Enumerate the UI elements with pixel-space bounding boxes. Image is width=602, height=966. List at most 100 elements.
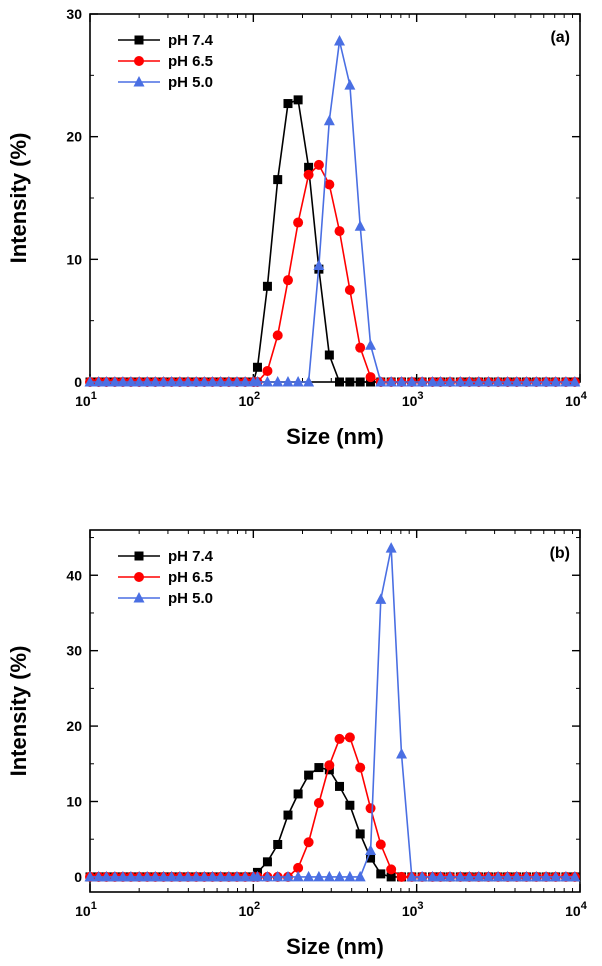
data-point-ph-7-4 xyxy=(335,377,345,387)
data-point-ph-7-4 xyxy=(355,829,365,839)
data-point-ph-5-0 xyxy=(502,376,514,387)
x-tick-exponent: 1 xyxy=(91,390,97,402)
data-point-ph-6-5 xyxy=(303,169,314,180)
data-point-ph-5-0 xyxy=(231,870,243,882)
x-tick-label: 101 xyxy=(75,390,97,409)
data-point-ph-5-0 xyxy=(344,870,356,882)
data-point-ph-5-0 xyxy=(344,79,356,90)
data-point-ph-7-4 xyxy=(314,763,324,773)
data-point-ph-5-0 xyxy=(334,34,346,46)
y-tick-label: 10 xyxy=(66,251,82,267)
data-point-ph-5-0 xyxy=(174,376,186,387)
data-point-ph-7-4 xyxy=(345,800,355,810)
data-point-ph-5-0 xyxy=(182,376,194,387)
data-point-ph-7-4 xyxy=(283,810,293,820)
data-point-ph-5-0 xyxy=(166,376,178,387)
data-point-ph-7-4 xyxy=(293,789,303,799)
data-point-ph-5-0 xyxy=(530,870,542,882)
x-axis-title: Size (nm) xyxy=(286,424,384,449)
legend-marker-ph-7-4 xyxy=(134,35,144,45)
data-point-ph-7-4 xyxy=(376,869,386,879)
panel-a-frame xyxy=(89,13,581,383)
data-point-ph-5-0 xyxy=(365,844,377,856)
y-tick-label: 30 xyxy=(66,643,82,659)
x-tick-exponent: 4 xyxy=(581,900,588,912)
x-tick-label: 103 xyxy=(402,390,424,409)
data-point-ph-5-0 xyxy=(511,870,523,882)
x-tick-label: 104 xyxy=(565,390,588,409)
data-point-ph-5-0 xyxy=(463,376,475,387)
data-point-ph-7-4 xyxy=(293,95,303,105)
x-tick-label: 102 xyxy=(238,900,260,919)
data-point-ph-5-0 xyxy=(141,376,153,387)
data-point-ph-5-0 xyxy=(198,870,210,882)
data-point-ph-5-0 xyxy=(303,376,315,387)
data-point-ph-5-0 xyxy=(406,870,418,882)
data-point-ph-6-5 xyxy=(272,330,283,341)
data-point-ph-5-0 xyxy=(540,376,552,387)
x-tick-exponent: 1 xyxy=(91,900,97,912)
data-point-ph-5-0 xyxy=(149,376,161,387)
data-point-ph-5-0 xyxy=(454,376,466,387)
series-line-ph-7-4 xyxy=(90,98,575,383)
y-axis-title: Intensity (%) xyxy=(6,646,31,777)
data-point-ph-5-0 xyxy=(416,376,428,387)
legend-label-ph-7-4: pH 7.4 xyxy=(168,548,214,565)
legend-marker-ph-7-4 xyxy=(134,551,144,561)
data-point-ph-5-0 xyxy=(396,376,408,387)
legend-label-ph-5-0: pH 5.0 xyxy=(168,74,213,91)
data-point-ph-6-5 xyxy=(344,285,355,295)
data-point-ph-5-0 xyxy=(520,870,532,882)
y-tick-label: 20 xyxy=(66,129,82,145)
data-point-ph-5-0 xyxy=(375,376,387,387)
data-point-ph-5-0 xyxy=(406,376,418,387)
legend-marker-ph-5-0 xyxy=(133,76,145,87)
legend-label-ph-7-4: pH 7.4 xyxy=(168,32,214,49)
data-point-ph-5-0 xyxy=(272,870,284,882)
data-point-ph-5-0 xyxy=(492,870,504,882)
x-tick-base: 10 xyxy=(565,903,581,919)
x-tick-base: 10 xyxy=(402,903,418,919)
data-point-ph-5-0 xyxy=(492,376,504,387)
data-point-ph-5-0 xyxy=(223,376,235,387)
data-point-ph-5-0 xyxy=(149,870,161,882)
panel-b-frame xyxy=(89,529,581,893)
legend: pH 7.4 pH 6.5 pH 5.0 xyxy=(118,548,214,607)
x-tick-exponent: 2 xyxy=(254,390,260,402)
legend: pH 7.4 pH 6.5 pH 5.0 xyxy=(118,32,214,91)
y-tick-label: 20 xyxy=(66,718,82,734)
data-point-ph-6-5 xyxy=(324,760,335,771)
data-point-ph-5-0 xyxy=(530,376,542,387)
data-point-ph-5-0 xyxy=(323,114,335,126)
data-point-ph-5-0 xyxy=(435,376,447,387)
data-point-ph-6-5 xyxy=(334,733,345,744)
data-point-ph-5-0 xyxy=(93,376,105,387)
data-point-ph-5-0 xyxy=(215,870,227,882)
data-point-ph-5-0 xyxy=(303,870,315,882)
data-point-ph-5-0 xyxy=(375,593,387,604)
data-point-ph-7-4 xyxy=(262,281,272,291)
data-point-ph-7-4 xyxy=(304,162,314,172)
data-point-ph-6-5 xyxy=(396,871,407,882)
data-point-ph-7-4 xyxy=(273,175,283,185)
data-point-ph-7-4 xyxy=(273,839,283,849)
data-point-ph-5-0 xyxy=(385,542,397,553)
x-axis-title: Size (nm) xyxy=(286,934,384,959)
x-tick-exponent: 4 xyxy=(581,390,588,402)
y-tick-label: 30 xyxy=(66,6,82,22)
data-point-ph-5-0 xyxy=(133,376,145,387)
data-point-ph-5-0 xyxy=(84,870,96,882)
data-point-ph-5-0 xyxy=(550,376,562,387)
data-point-ph-5-0 xyxy=(385,376,397,387)
x-tick-base: 10 xyxy=(238,393,254,409)
series-ph-5-0 xyxy=(84,542,581,882)
data-point-ph-5-0 xyxy=(261,376,273,387)
data-point-ph-6-5 xyxy=(313,159,324,170)
data-point-ph-5-0 xyxy=(84,376,96,387)
legend-label-ph-6-5: pH 6.5 xyxy=(168,53,213,70)
data-point-ph-5-0 xyxy=(141,870,153,882)
y-tick-label: 40 xyxy=(66,567,82,583)
x-tick-base: 10 xyxy=(75,393,91,409)
data-point-ph-5-0 xyxy=(206,376,218,387)
